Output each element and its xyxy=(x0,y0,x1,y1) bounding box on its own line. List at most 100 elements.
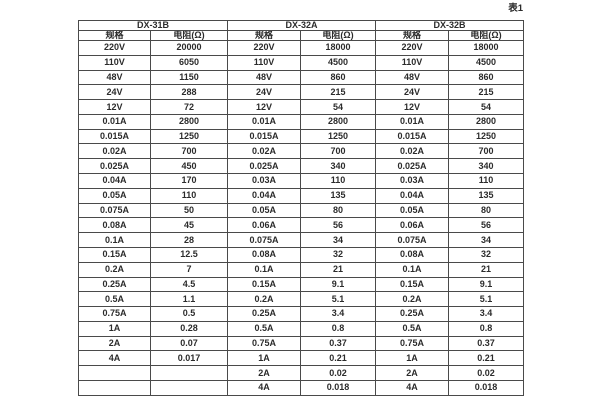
resistance-cell: 1250 xyxy=(448,128,525,145)
resistance-cell: 2800 xyxy=(448,113,525,130)
resistance-cell: 7 xyxy=(149,261,229,278)
spec-cell: 24V xyxy=(227,84,302,101)
spec-cell: 0.01A xyxy=(227,113,302,130)
resistance-cell: 1150 xyxy=(149,69,229,86)
resistance-spec-table: DX-31B DX-32A DX-32B 规格 电阻(Ω) 规格 电阻(Ω) 规… xyxy=(77,20,525,397)
resistance-cell: 135 xyxy=(300,187,377,204)
spec-cell: 0.06A xyxy=(375,217,450,234)
table-row: 4A 0.017 1A 0.21 1A 0.21 xyxy=(78,350,525,367)
column-header-row: 规格 电阻(Ω) 规格 电阻(Ω) 规格 电阻(Ω) xyxy=(78,30,525,41)
model-header-dx-32b: DX-32B xyxy=(375,20,525,31)
spec-cell: 0.02A xyxy=(227,143,302,160)
resistance-cell: 21 xyxy=(448,261,525,278)
resistance-cell: 0.07 xyxy=(149,335,229,352)
resistance-cell: 0.8 xyxy=(448,320,525,337)
spec-cell: 48V xyxy=(78,69,151,86)
resistance-cell: 0.37 xyxy=(300,335,377,352)
spec-cell: 0.5A xyxy=(375,320,450,337)
resistance-cell: 3.4 xyxy=(300,306,377,322)
table-row: 12V 72 12V 54 12V 54 xyxy=(78,99,525,115)
resistance-cell: 215 xyxy=(448,84,525,101)
resistance-cell: 32 xyxy=(448,246,525,263)
table-row: 0.02A 700 0.02A 700 0.02A 700 xyxy=(78,143,525,160)
table-row: 0.05A 110 0.04A 135 0.04A 135 xyxy=(78,187,525,204)
resistance-cell: 340 xyxy=(448,158,525,175)
spec-cell: 0.25A xyxy=(227,306,302,322)
spec-cell: 220V xyxy=(227,40,302,56)
spec-cell: 1A xyxy=(78,320,151,337)
spec-cell: 0.05A xyxy=(375,202,450,219)
model-header-row: DX-31B DX-32A DX-32B xyxy=(77,20,525,31)
resistance-cell: 0.018 xyxy=(300,379,377,397)
spec-cell: 2A xyxy=(375,365,450,381)
spec-cell: 24V xyxy=(78,84,151,101)
spec-cell: 0.015A xyxy=(227,128,302,145)
spec-cell: 0.15A xyxy=(78,246,151,263)
resistance-cell: 21 xyxy=(300,261,377,278)
resistance-cell: 0.02 xyxy=(300,365,377,381)
resistance-cell: 1.1 xyxy=(149,291,229,308)
spec-cell: 0.25A xyxy=(375,306,450,322)
spec-cell: 0.04A xyxy=(78,173,151,189)
spec-cell: 0.025A xyxy=(227,158,302,175)
resistance-cell: 34 xyxy=(300,232,377,248)
resistance-cell: 700 xyxy=(149,143,229,160)
table-row: 0.075A 50 0.05A 80 0.05A 80 xyxy=(78,202,525,219)
spec-cell: 48V xyxy=(227,69,302,86)
resistance-cell: 5.1 xyxy=(300,291,377,308)
spec-cell: 110V xyxy=(78,54,151,71)
table-row: 0.04A 170 0.03A 110 0.03A 110 xyxy=(78,173,525,189)
resistance-cell: 0.02 xyxy=(448,365,525,381)
resistance-cell: 80 xyxy=(448,202,525,219)
resistance-cell: 56 xyxy=(300,217,377,234)
table-row: 1A 0.28 0.5A 0.8 0.5A 0.8 xyxy=(78,320,525,337)
spec-cell: 0.5A xyxy=(227,320,302,337)
spec-cell: 0.15A xyxy=(227,276,302,293)
spec-cell: 0.04A xyxy=(375,187,450,204)
table-caption: 表1 xyxy=(508,3,523,14)
spec-cell: 0.1A xyxy=(78,232,151,248)
resistance-cell: 0.5 xyxy=(149,306,229,322)
resistance-cell: 110 xyxy=(300,173,377,189)
resistance-column-header: 电阻(Ω) xyxy=(300,30,377,41)
resistance-cell: 4500 xyxy=(300,54,377,71)
resistance-cell: 0.21 xyxy=(300,350,377,367)
spec-column-header: 规格 xyxy=(375,30,450,41)
resistance-cell: 0.37 xyxy=(448,335,525,352)
spec-cell: 0.75A xyxy=(78,306,151,322)
spec-cell: 48V xyxy=(375,69,450,86)
spec-cell: 0.05A xyxy=(78,187,151,204)
table-row: 48V 1150 48V 860 48V 860 xyxy=(78,69,525,86)
table-row: 24V 288 24V 215 24V 215 xyxy=(78,84,525,101)
spec-cell: 0.15A xyxy=(375,276,450,293)
resistance-cell: 56 xyxy=(448,217,525,234)
spec-cell: 4A xyxy=(78,350,151,367)
resistance-cell: 700 xyxy=(300,143,377,160)
resistance-cell: 9.1 xyxy=(448,276,525,293)
spec-cell: 0.015A xyxy=(375,128,450,145)
spec-cell: 0.1A xyxy=(375,261,450,278)
table-row: 0.1A 28 0.075A 34 0.075A 34 xyxy=(78,232,525,248)
resistance-cell: 72 xyxy=(149,99,229,115)
resistance-cell: 0.018 xyxy=(448,379,525,397)
table-row: 0.5A 1.1 0.2A 5.1 0.2A 5.1 xyxy=(78,291,525,308)
spec-column-header: 规格 xyxy=(227,30,302,41)
spec-cell: 0.2A xyxy=(227,291,302,308)
spec-cell: 0.01A xyxy=(375,113,450,130)
spec-cell xyxy=(78,365,151,381)
resistance-cell: 0.017 xyxy=(149,350,229,367)
table-row: 2A 0.02 2A 0.02 xyxy=(78,365,525,381)
resistance-cell: 135 xyxy=(448,187,525,204)
resistance-cell: 110 xyxy=(448,173,525,189)
spec-cell: 0.5A xyxy=(78,291,151,308)
resistance-cell: 18000 xyxy=(300,40,377,56)
spec-cell: 0.75A xyxy=(227,335,302,352)
spec-cell: 12V xyxy=(227,99,302,115)
spec-cell: 0.08A xyxy=(227,246,302,263)
resistance-cell: 700 xyxy=(448,143,525,160)
resistance-cell: 80 xyxy=(300,202,377,219)
spec-cell: 0.02A xyxy=(375,143,450,160)
resistance-cell: 860 xyxy=(300,69,377,86)
spec-cell: 4A xyxy=(227,379,302,397)
table-row: 0.25A 4.5 0.15A 9.1 0.15A 9.1 xyxy=(78,276,525,293)
